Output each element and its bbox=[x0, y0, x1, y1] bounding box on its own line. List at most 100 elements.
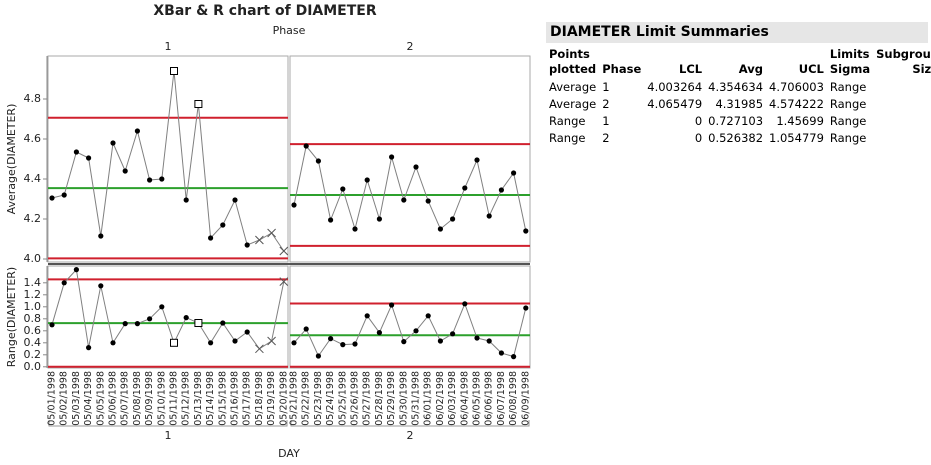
x-tick-label: 05/11/1998 bbox=[169, 371, 180, 426]
point-x bbox=[279, 246, 289, 256]
y-tick-label: 4.2 bbox=[24, 212, 42, 225]
table-cell: 1 bbox=[602, 113, 610, 128]
point bbox=[364, 313, 370, 319]
x-tick-label: 05/26/1998 bbox=[350, 371, 361, 426]
series-line bbox=[293, 144, 527, 232]
point bbox=[303, 326, 309, 332]
table-cell: 4.706003 bbox=[769, 79, 824, 94]
point bbox=[486, 338, 492, 344]
point bbox=[462, 301, 468, 307]
point bbox=[510, 354, 517, 360]
x-tick-label: 05/21/1998 bbox=[289, 371, 300, 426]
point bbox=[134, 321, 140, 327]
y-tick-label: 0.0 bbox=[24, 360, 42, 373]
table-cell: 2 bbox=[602, 130, 610, 145]
series-line bbox=[51, 268, 285, 350]
table-cell: 6 bbox=[873, 112, 931, 129]
table-cell: Range bbox=[549, 130, 586, 145]
table-cell: 4.354634 bbox=[708, 79, 764, 94]
table-cell: 6 bbox=[873, 78, 931, 95]
x-tick-label: 05/22/1998 bbox=[301, 371, 312, 426]
point bbox=[98, 233, 104, 239]
point bbox=[291, 202, 297, 208]
table-row: Average 1 4.003264 4.354634 4.706003 Range 6 bbox=[546, 78, 931, 95]
point bbox=[437, 226, 443, 232]
column-header: Avg bbox=[738, 62, 764, 76]
point-x bbox=[267, 228, 276, 238]
y-axis-label: Range(DIAMETER) bbox=[5, 267, 18, 367]
table-cell: 4.065479 bbox=[647, 96, 703, 111]
point bbox=[61, 280, 67, 286]
x-tick-label: 05/07/1998 bbox=[120, 371, 131, 426]
point-x bbox=[255, 235, 264, 245]
table-cell: 1.45699 bbox=[776, 113, 824, 128]
column-header: Points plotted bbox=[549, 47, 597, 76]
point bbox=[220, 222, 226, 228]
y-tick-label: 0.6 bbox=[24, 324, 42, 337]
point bbox=[291, 340, 297, 346]
table-title: DIAMETER Limit Summaries bbox=[546, 22, 928, 43]
table-row: Range 2 0 0.526382 1.054779 Range 6 bbox=[546, 129, 931, 146]
point bbox=[413, 164, 419, 170]
table-cell: Average bbox=[549, 96, 597, 111]
table-cell: 4.574222 bbox=[769, 96, 824, 111]
table-cell: 4.003264 bbox=[647, 79, 703, 94]
x-tick-label: 05/14/1998 bbox=[205, 371, 216, 426]
x-tick-label: 05/30/1998 bbox=[398, 371, 409, 426]
table-cell: Range bbox=[829, 130, 867, 145]
control-chart: XBar & R chart of DIAMETER Phase DAY 110… bbox=[5, 3, 531, 460]
table-cell: Average bbox=[549, 79, 597, 94]
point bbox=[147, 316, 153, 322]
point bbox=[220, 320, 226, 326]
y-tick-label: 1.4 bbox=[24, 276, 42, 289]
point bbox=[498, 187, 504, 193]
point bbox=[510, 170, 517, 176]
point bbox=[183, 315, 189, 321]
point bbox=[425, 313, 431, 319]
point bbox=[232, 338, 238, 344]
x-tick-label: 06/08/1998 bbox=[508, 371, 519, 426]
x-tick-label: 05/13/1998 bbox=[193, 371, 204, 426]
point bbox=[122, 321, 128, 327]
point bbox=[86, 155, 92, 161]
column-header: Subgroup Size bbox=[876, 47, 931, 76]
point bbox=[376, 330, 382, 336]
table-row: Average 2 4.065479 4.31985 4.574222 Range 6 bbox=[546, 95, 931, 112]
x-tick-label: 05/17/1998 bbox=[242, 371, 253, 426]
point bbox=[328, 217, 334, 223]
point bbox=[498, 350, 504, 356]
point bbox=[244, 242, 250, 248]
table-cell: 1 bbox=[602, 79, 610, 94]
point bbox=[523, 305, 529, 311]
point bbox=[340, 186, 346, 192]
point bbox=[401, 339, 407, 345]
point-square bbox=[170, 67, 178, 75]
table-cell: 6 bbox=[873, 129, 931, 146]
x-tick-label: 06/04/1998 bbox=[459, 371, 470, 426]
x-tick-label: 05/06/1998 bbox=[108, 371, 119, 426]
phase-header: 2 bbox=[407, 40, 414, 53]
point bbox=[315, 158, 321, 164]
y-tick-label: 0.4 bbox=[24, 336, 42, 349]
point bbox=[110, 140, 116, 146]
chart-title: XBar & R chart of DIAMETER bbox=[153, 3, 376, 19]
x-tick-label: 05/02/1998 bbox=[59, 371, 70, 426]
point bbox=[486, 213, 492, 219]
point-square bbox=[170, 338, 178, 347]
x-tick-label: 05/23/1998 bbox=[313, 371, 324, 426]
point bbox=[401, 197, 407, 203]
panel-frame bbox=[289, 55, 531, 263]
x-tick-label: 05/20/1998 bbox=[278, 371, 289, 426]
x-tick-label: 05/27/1998 bbox=[362, 371, 373, 426]
panel-frame bbox=[289, 265, 531, 369]
x-tick-label: 06/06/1998 bbox=[484, 371, 495, 426]
phase-label: Phase bbox=[273, 24, 306, 37]
point bbox=[474, 157, 480, 163]
y-tick-label: 4.6 bbox=[24, 132, 42, 145]
point bbox=[159, 304, 165, 310]
summary-table: Points plotted Phase LCL Avg UCL Limits Sigma… bbox=[546, 46, 931, 146]
point bbox=[523, 228, 529, 234]
point bbox=[73, 267, 79, 273]
x-tick-label: 05/19/1998 bbox=[266, 371, 277, 426]
point bbox=[303, 143, 309, 149]
